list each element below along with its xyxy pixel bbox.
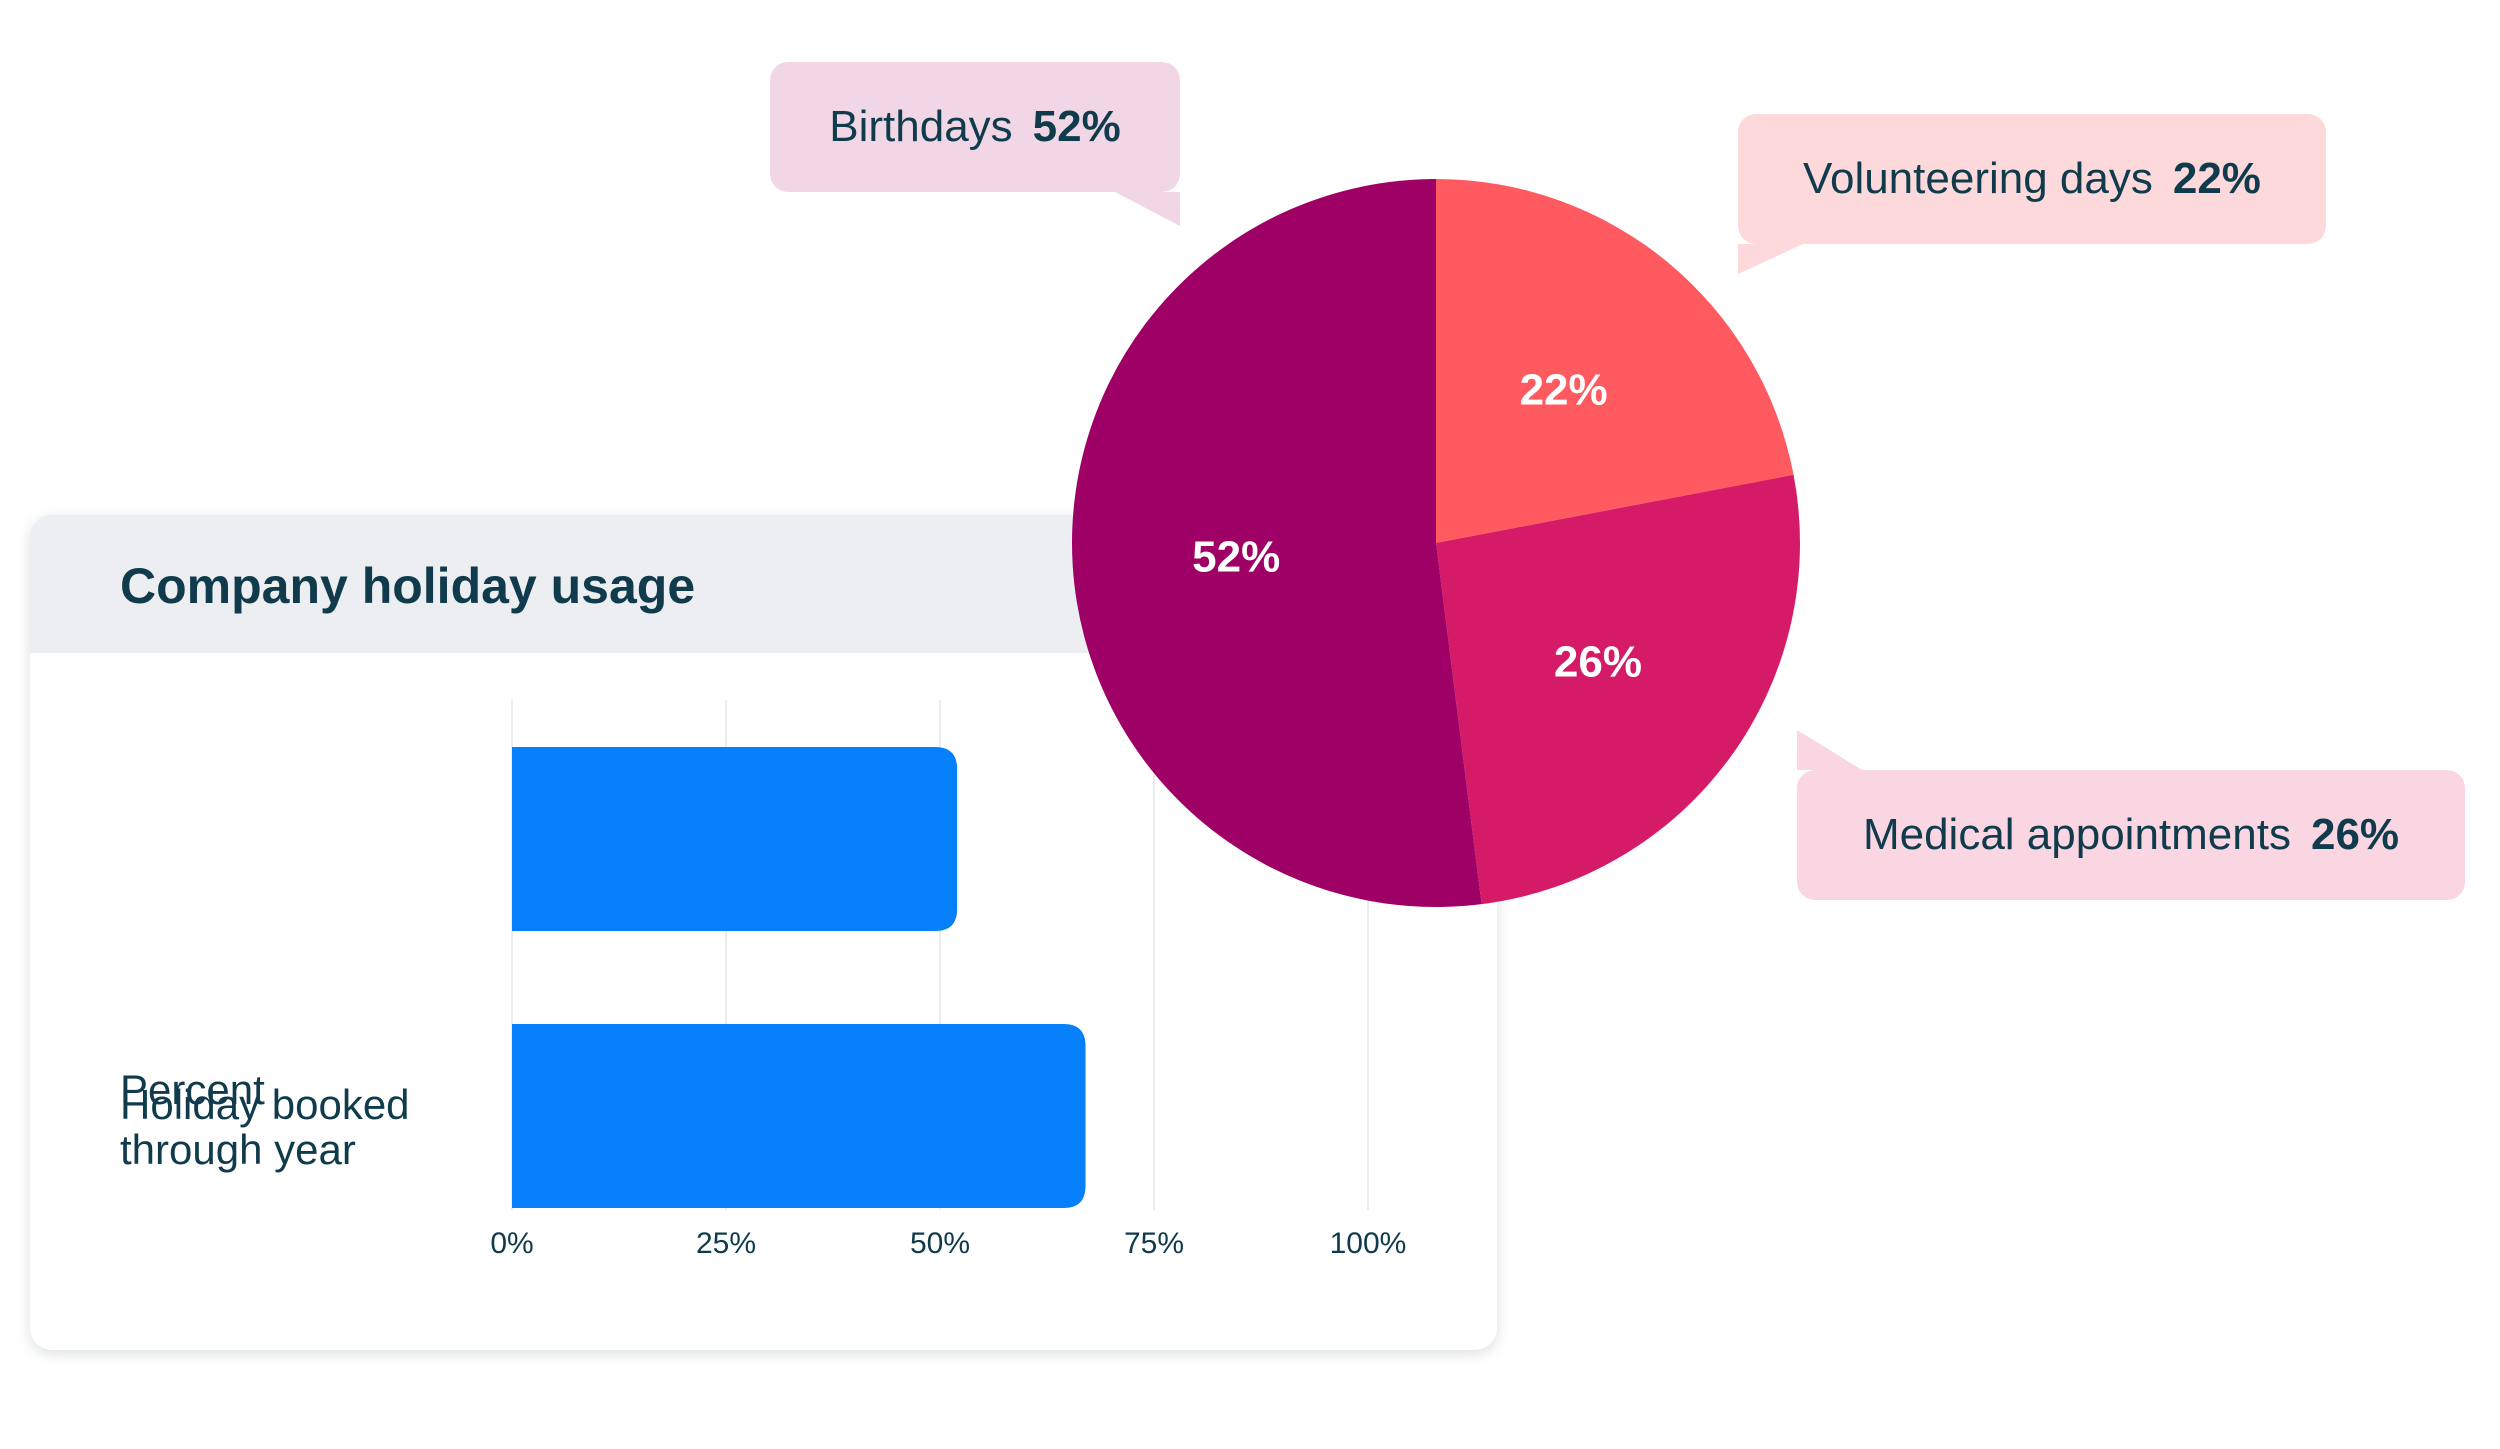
- callout-volunteering-tail: [1738, 244, 1803, 274]
- callout-birthdays-label: Birthdays: [829, 102, 1013, 151]
- callout-volunteering-value: 22%: [2172, 154, 2261, 203]
- pie-slice-medical: [1436, 474, 1801, 905]
- card-title: Company holiday usage: [120, 558, 696, 614]
- pie-slice-volunteering: [1436, 179, 1794, 543]
- callout-birthdays: Birthdays 52%: [770, 62, 1180, 192]
- callout-birthdays-tail: [1115, 192, 1180, 226]
- x-tick-label-0: 0%: [490, 1227, 533, 1260]
- pie-label-birthdays: 52%: [1192, 533, 1280, 582]
- x-tick-label-50: 50%: [910, 1227, 970, 1260]
- bar-label-percent-through-year: Percent through year: [120, 1066, 356, 1173]
- callout-volunteering-label: Volunteering days: [1803, 154, 2153, 203]
- x-tick-label-100: 100%: [1330, 1227, 1407, 1260]
- x-tick-label-75: 75%: [1124, 1227, 1184, 1260]
- pie-slice-birthdays: [1072, 179, 1482, 907]
- x-tick-label-25: 25%: [696, 1227, 756, 1260]
- bar-holiday-booked: [512, 747, 958, 931]
- callout-medical: Medical appointments 26%: [1797, 770, 2465, 900]
- callout-volunteering: Volunteering days 22%: [1738, 114, 2326, 244]
- callout-medical-value: 26%: [2310, 810, 2400, 859]
- bar-label-holiday-booked: Holiday booked: [120, 1081, 410, 1128]
- callout-birthdays-value: 52%: [1032, 102, 1121, 151]
- callout-medical-label: Medical appointments: [1862, 810, 2291, 859]
- callout-medical-tail: [1797, 730, 1862, 770]
- pie-label-medical: 26%: [1554, 638, 1642, 687]
- pie-label-volunteering: 22%: [1520, 366, 1608, 415]
- bar-percent-through-year: [512, 1024, 1086, 1208]
